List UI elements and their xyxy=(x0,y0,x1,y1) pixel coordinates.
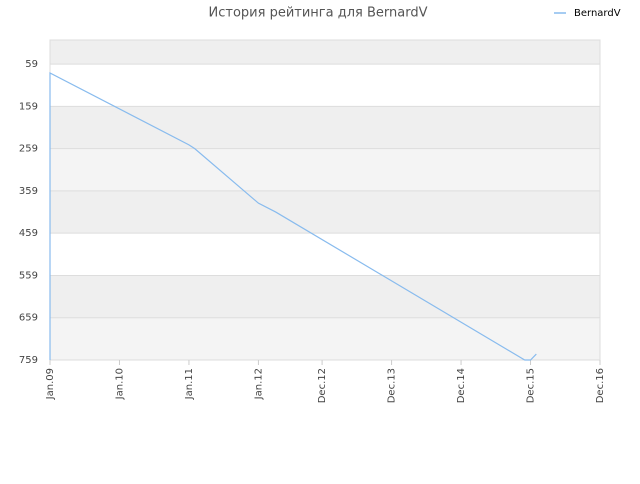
y-tick-label: 559 xyxy=(19,270,38,281)
band xyxy=(50,190,600,234)
band xyxy=(50,275,600,318)
band xyxy=(50,106,600,149)
y-tick-label: 259 xyxy=(19,144,38,155)
x-tick-label: Jan.12 xyxy=(253,368,264,400)
y-tick-label: 759 xyxy=(19,355,38,366)
x-tick-label: Dec.16 xyxy=(595,368,606,403)
x-tick-label: Dec.14 xyxy=(456,368,467,403)
x-tick-label: Dec.15 xyxy=(526,368,537,403)
y-tick-label: 659 xyxy=(19,313,38,324)
band xyxy=(50,233,600,276)
band xyxy=(50,64,600,107)
legend-label: BernardV xyxy=(574,8,621,19)
y-tick-label: 59 xyxy=(25,59,38,70)
x-tick-label: Dec.13 xyxy=(387,368,398,403)
y-tick-label: 359 xyxy=(19,186,38,197)
band xyxy=(50,317,600,360)
x-tick-label: Dec.12 xyxy=(317,368,328,403)
y-tick-label: 459 xyxy=(19,228,38,239)
y-tick-label: 159 xyxy=(19,101,38,112)
band xyxy=(50,148,600,191)
x-tick-label: Jan.11 xyxy=(184,368,195,400)
chart-title: История рейтинга для BernardV xyxy=(209,6,428,21)
x-tick-label: Jan.10 xyxy=(114,368,125,400)
band xyxy=(50,40,600,65)
x-tick-label: Jan.09 xyxy=(45,368,56,400)
line xyxy=(49,71,537,361)
